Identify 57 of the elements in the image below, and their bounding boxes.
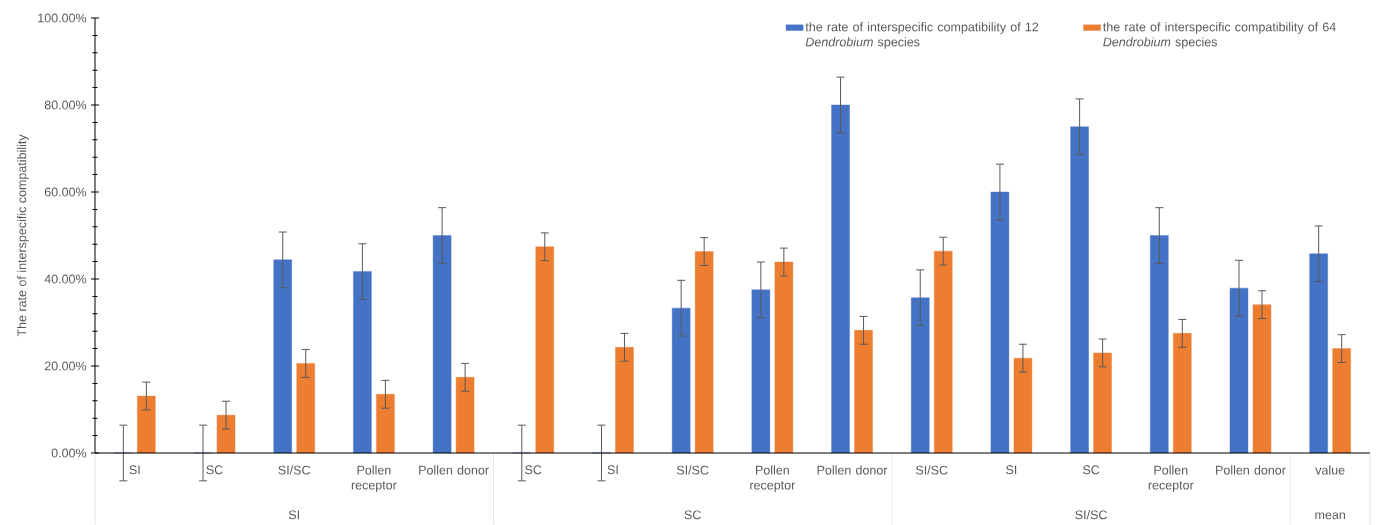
bar [273,259,292,454]
x-tick-label: Pollen donor [419,465,489,475]
bar [774,261,794,454]
x-tick-label: SI/SC [676,465,709,475]
x-tick-label: Pollen receptor [750,465,796,492]
bar [934,250,953,454]
bar [1309,253,1328,454]
text: SI [288,510,299,520]
x-tick-label: Pollen donor [817,465,888,475]
bar [911,297,930,454]
x-tick-label: SI [129,465,140,475]
bar [432,235,452,454]
bar [216,414,236,454]
bar [376,393,395,454]
y-tick-label: 20.00% [44,361,87,371]
bar [353,271,372,454]
x-tick-label: Pollen receptor [351,465,397,492]
x-tick-label: SC [525,465,542,475]
bar [694,251,714,454]
bar [831,104,850,454]
bar [1332,348,1351,454]
x-tick-label: SI/SC [915,465,948,475]
y-tick-label: 100.00% [38,13,87,23]
x-tick-label: SI [1006,465,1017,475]
bar [1252,304,1272,454]
bar [615,347,634,454]
text: SI/SC [1075,509,1107,520]
text: mean [1315,512,1345,520]
bar [671,307,691,454]
y-tick-label: 0.00% [51,448,87,458]
bar [1229,287,1249,454]
y-axis-title: The rate of interspecific compatibility [17,134,29,337]
bar [1070,126,1089,454]
x-tick-label: value [1315,465,1345,475]
legend-label: the rate of interspecific compatibility of 12 Dendrobium species [805,22,1039,49]
bar [455,377,475,454]
x-tick-label: Pollen donor [1216,465,1286,475]
bar [990,191,1010,454]
y-tick-label: 80.00% [44,100,87,110]
bar [1093,352,1112,454]
y-tick-label: 40.00% [44,274,87,284]
x-tick-label: SI/SC [278,465,311,475]
x-tick-label: SC [206,465,223,475]
y-tick-label: 60.00% [44,187,87,197]
bar [854,330,873,454]
bar [1173,333,1192,454]
bar [137,395,156,454]
bar [1150,235,1169,454]
text: SC [684,510,701,520]
x-tick-label: SI [607,465,618,475]
x-tick-label: SC [1082,465,1100,475]
bar [1013,357,1033,454]
bar [535,246,554,454]
bar [751,289,771,454]
x-tick-label: Pollen receptor [1148,465,1194,492]
legend-label: the rate of interspecific compatibility of 64 Dendrobium species [1103,22,1336,49]
bar [296,363,315,454]
